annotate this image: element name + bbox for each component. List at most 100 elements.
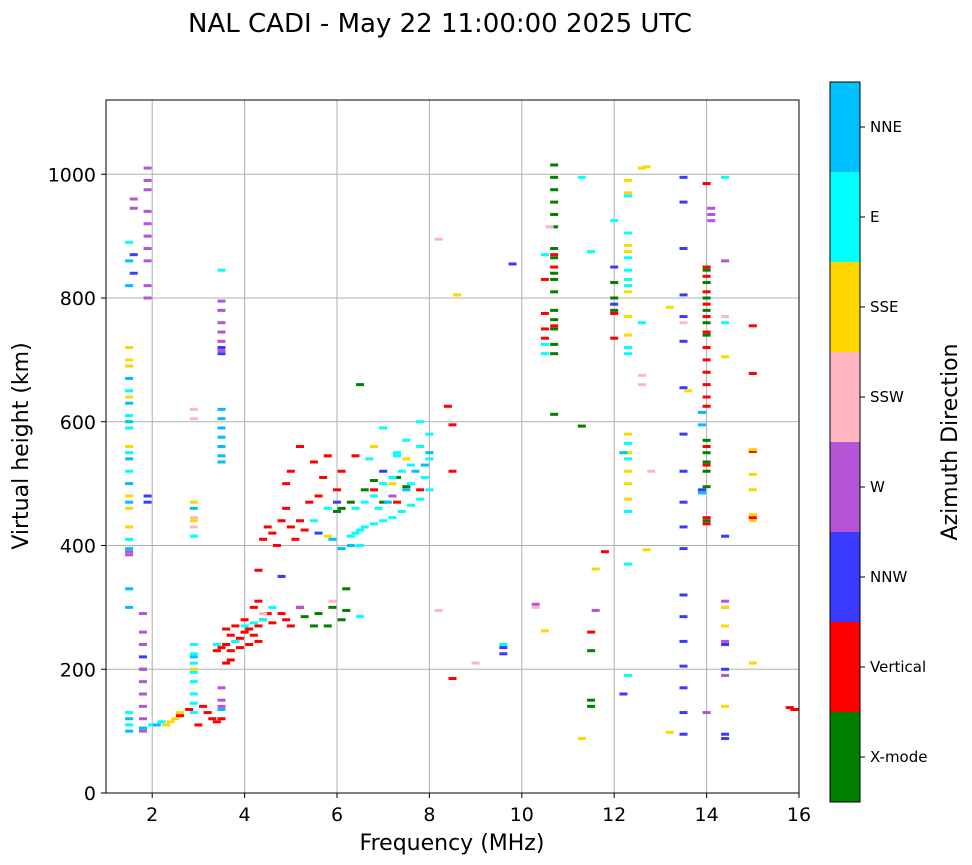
colorbar-tick-label: Vertical — [870, 658, 926, 676]
data-point — [721, 175, 730, 179]
x-tick-label: 14 — [695, 804, 719, 826]
y-tick-label: 600 — [60, 412, 96, 434]
data-point — [328, 599, 337, 603]
data-point — [240, 624, 249, 628]
data-point — [217, 646, 226, 650]
data-point — [148, 723, 157, 727]
data-point — [702, 281, 711, 285]
data-point — [624, 284, 633, 288]
data-point — [624, 256, 633, 260]
data-point — [721, 321, 730, 325]
data-point — [550, 308, 559, 312]
data-point — [138, 717, 147, 721]
data-point — [702, 274, 711, 278]
data-point — [291, 537, 300, 541]
data-point — [356, 615, 365, 619]
data-point — [679, 386, 688, 390]
data-point — [282, 618, 291, 622]
colorbar-segment — [830, 172, 860, 262]
data-point — [393, 451, 402, 455]
data-point — [189, 525, 198, 529]
data-point — [189, 643, 198, 646]
data-point — [129, 253, 138, 257]
data-point — [217, 346, 226, 349]
data-point — [721, 667, 730, 671]
y-axis: 0 200 400 600 800 1000 — [48, 164, 106, 805]
data-point — [499, 646, 508, 650]
data-point — [402, 457, 411, 461]
data-point — [277, 574, 286, 578]
data-point — [189, 500, 198, 504]
data-point — [249, 605, 258, 609]
data-point — [314, 531, 323, 535]
data-point — [619, 692, 628, 696]
data-point — [697, 410, 706, 414]
x-tick-label: 8 — [423, 804, 435, 826]
x-axis-label: Frequency (MHz) — [360, 831, 545, 856]
data-point — [369, 479, 378, 483]
data-point — [550, 256, 559, 260]
data-point — [138, 726, 147, 730]
y-tick-label: 400 — [60, 536, 96, 558]
data-point — [185, 707, 194, 711]
plot-area — [106, 100, 799, 793]
data-point — [624, 243, 633, 247]
data-point — [189, 407, 198, 411]
data-point — [665, 305, 674, 309]
data-point — [305, 500, 314, 504]
data-point — [610, 336, 619, 340]
data-point — [624, 290, 633, 294]
data-point — [550, 318, 559, 322]
series-ssw — [189, 225, 730, 665]
data-point — [642, 548, 651, 552]
data-point — [222, 627, 231, 631]
data-point — [707, 206, 716, 210]
data-point — [189, 670, 198, 674]
data-point — [550, 352, 559, 356]
data-point — [125, 717, 134, 721]
data-point — [624, 432, 633, 436]
data-point — [550, 324, 559, 328]
data-point — [624, 482, 633, 486]
data-point — [125, 284, 134, 288]
data-point — [379, 469, 388, 473]
data-point — [600, 550, 609, 554]
data-point — [406, 463, 415, 467]
data-point — [125, 358, 134, 362]
y-tick-label: 800 — [60, 288, 96, 310]
data-point — [540, 277, 549, 281]
plot-frame — [105, 99, 800, 794]
data-point — [125, 426, 134, 430]
data-point — [679, 732, 688, 736]
data-point — [125, 469, 134, 473]
data-point — [679, 321, 688, 325]
data-point — [189, 692, 198, 696]
data-point — [125, 482, 134, 486]
data-point — [249, 633, 258, 637]
data-point — [448, 423, 457, 427]
data-point — [199, 704, 208, 708]
data-point — [152, 723, 161, 727]
data-point — [175, 714, 184, 718]
data-point — [697, 488, 706, 492]
data-point — [679, 200, 688, 204]
colorbar-segment — [830, 712, 860, 802]
data-point — [138, 643, 147, 646]
data-point — [379, 482, 388, 486]
data-point — [138, 630, 147, 634]
data-point — [171, 717, 180, 721]
data-point — [323, 624, 332, 628]
data-point — [263, 525, 272, 529]
data-point — [550, 290, 559, 294]
data-point — [434, 237, 443, 241]
data-point — [138, 692, 147, 696]
data-point — [702, 290, 711, 294]
data-point — [679, 293, 688, 297]
data-point — [235, 636, 244, 640]
data-point — [282, 506, 291, 510]
data-point — [499, 652, 508, 656]
data-point — [129, 271, 138, 275]
data-point — [785, 706, 794, 710]
data-point — [125, 547, 134, 551]
